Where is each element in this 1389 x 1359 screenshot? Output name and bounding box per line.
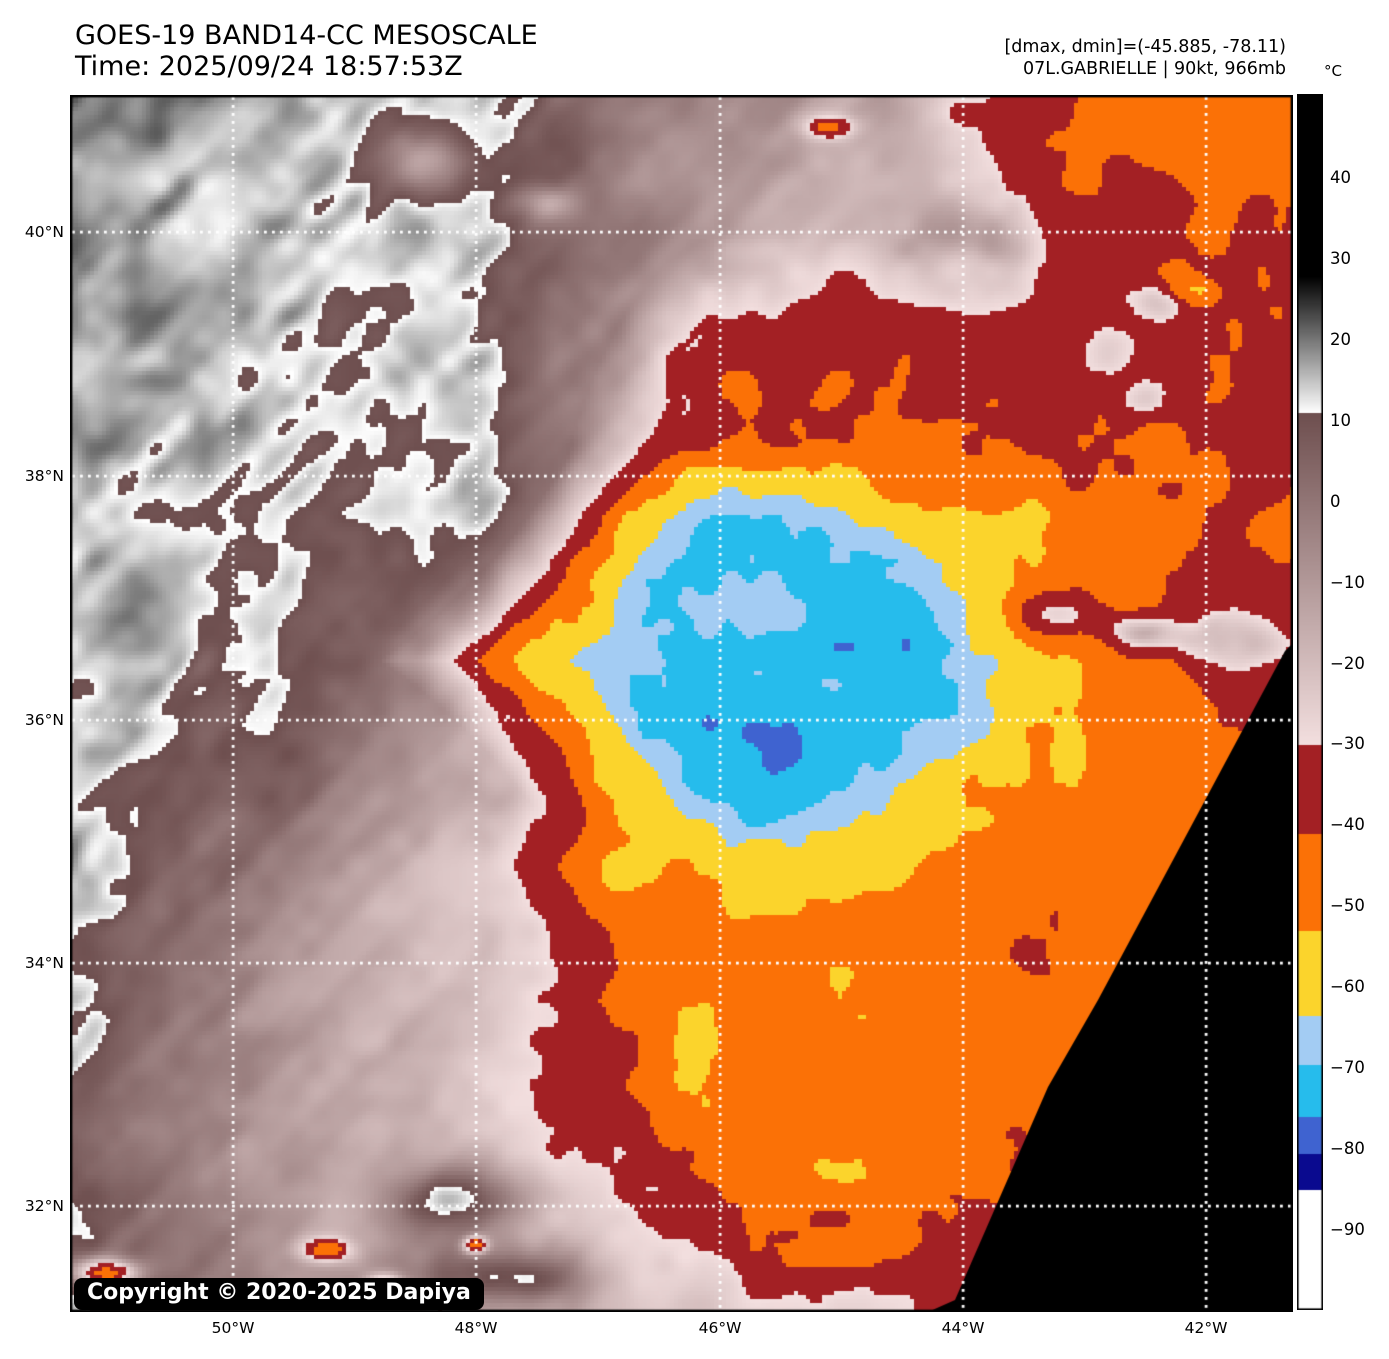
lat-tick-label: 32°N [24, 1197, 64, 1215]
colorbar-tick-label: 30 [1330, 249, 1351, 269]
colorbar-tick-label: 10 [1330, 410, 1351, 430]
colorbar-tick-label: −80 [1330, 1138, 1365, 1158]
satellite-image-canvas [70, 95, 1293, 1312]
lat-tick-label: 34°N [24, 954, 64, 972]
lat-tick-label: 36°N [24, 711, 64, 729]
satellite-map: Copyright © 2020-2025 Dapiya [70, 95, 1293, 1312]
lon-tick-label: 42°W [1184, 1319, 1228, 1337]
header-right: [dmax, dmin]=(-45.885, -78.11) 07L.GABRI… [1004, 36, 1286, 80]
colorbar-tick-label: −90 [1330, 1219, 1365, 1239]
lon-tick-label: 46°W [698, 1319, 742, 1337]
colorbar-unit-label: °C [1324, 62, 1342, 80]
colorbar-tick-label: −60 [1330, 977, 1365, 997]
colorbar-tick-label: 40 [1330, 168, 1351, 188]
timestamp: Time: 2025/09/24 18:57:53Z [75, 51, 463, 82]
colorbar-tick-label: −30 [1330, 734, 1365, 754]
colorbar-tick-label: −50 [1330, 896, 1365, 916]
page-title: GOES-19 BAND14-CC MESOSCALE [75, 20, 538, 51]
colorbar-tick-label: 20 [1330, 329, 1351, 349]
colorbar [1297, 94, 1323, 1310]
lon-tick-label: 48°W [454, 1319, 498, 1337]
dmax-dmin-annotation: [dmax, dmin]=(-45.885, -78.11) [1004, 37, 1286, 57]
lon-tick-label: 50°W [211, 1319, 255, 1337]
lat-tick-label: 40°N [24, 223, 64, 241]
lon-tick-label: 44°W [941, 1319, 985, 1337]
colorbar-tick-label: −20 [1330, 653, 1365, 673]
lat-tick-label: 38°N [24, 467, 64, 485]
storm-annotation: 07L.GABRIELLE | 90kt, 966mb [1022, 59, 1286, 79]
colorbar-tick-label: −10 [1330, 572, 1365, 592]
header-left: GOES-19 BAND14-CC MESOSCALE Time: 2025/0… [75, 20, 538, 82]
copyright-badge: Copyright © 2020-2025 Dapiya [74, 1278, 484, 1310]
colorbar-tick-label: −40 [1330, 815, 1365, 835]
colorbar-tick-label: −70 [1330, 1058, 1365, 1078]
colorbar-tick-label: 0 [1330, 491, 1341, 511]
